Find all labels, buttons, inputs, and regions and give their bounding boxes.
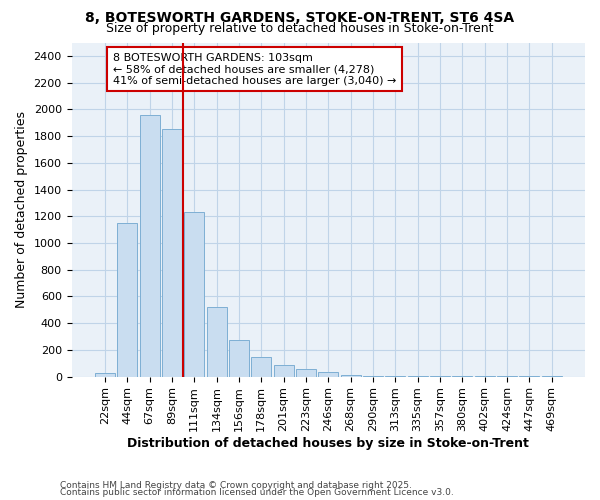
Bar: [296, 369, 316, 376]
Bar: [341, 374, 361, 376]
Text: Size of property relative to detached houses in Stoke-on-Trent: Size of property relative to detached ho…: [106, 22, 494, 35]
Text: Contains public sector information licensed under the Open Government Licence v3: Contains public sector information licen…: [60, 488, 454, 497]
X-axis label: Distribution of detached houses by size in Stoke-on-Trent: Distribution of detached houses by size …: [127, 437, 529, 450]
Text: Contains HM Land Registry data © Crown copyright and database right 2025.: Contains HM Land Registry data © Crown c…: [60, 481, 412, 490]
Bar: [318, 372, 338, 376]
Bar: [229, 340, 249, 376]
Bar: [140, 114, 160, 376]
Bar: [206, 307, 227, 376]
Text: 8, BOTESWORTH GARDENS, STOKE-ON-TRENT, ST6 4SA: 8, BOTESWORTH GARDENS, STOKE-ON-TRENT, S…: [85, 12, 515, 26]
Bar: [95, 374, 115, 376]
Bar: [274, 364, 293, 376]
Text: 8 BOTESWORTH GARDENS: 103sqm
← 58% of detached houses are smaller (4,278)
41% of: 8 BOTESWORTH GARDENS: 103sqm ← 58% of de…: [113, 52, 396, 86]
Bar: [251, 356, 271, 376]
Bar: [162, 130, 182, 376]
Bar: [117, 223, 137, 376]
Bar: [184, 212, 205, 376]
Y-axis label: Number of detached properties: Number of detached properties: [15, 111, 28, 308]
